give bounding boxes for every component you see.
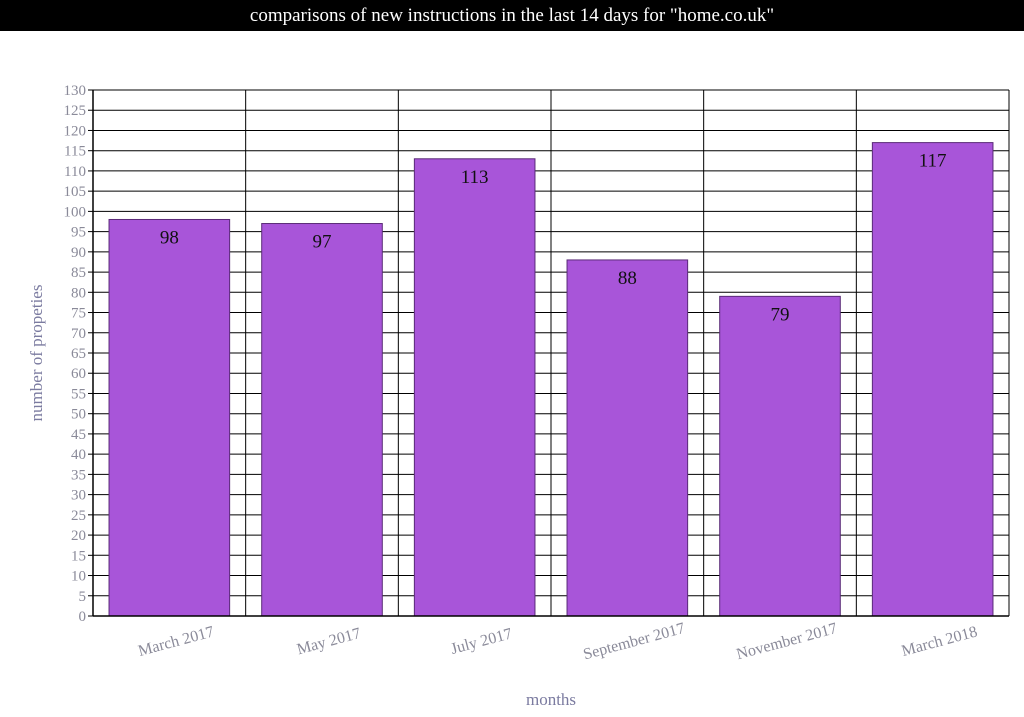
y-tick-label: 55 bbox=[71, 386, 86, 402]
data-label: 113 bbox=[461, 167, 489, 188]
x-tick-label: July 2017 bbox=[449, 625, 514, 658]
y-tick-label: 0 bbox=[79, 609, 87, 625]
x-tick-label: November 2017 bbox=[735, 620, 839, 663]
data-label: 97 bbox=[313, 232, 332, 253]
y-tick-label: 65 bbox=[71, 346, 86, 362]
data-label: 79 bbox=[771, 304, 790, 325]
y-tick-label: 130 bbox=[64, 83, 87, 99]
y-tick-label: 120 bbox=[64, 123, 87, 139]
y-axis-label: number of propeties bbox=[27, 285, 46, 422]
bars: 98 97 113 88 79 117 bbox=[108, 142, 994, 617]
y-tick-label: 10 bbox=[71, 569, 86, 585]
y-tick-label: 5 bbox=[79, 589, 87, 605]
axes: 0 5 10 15 20 25 30 35 40 45 50 55 60 65 70 75 80 85 90 95 10… bbox=[64, 83, 1009, 663]
x-axis-label: months bbox=[526, 690, 576, 709]
y-tick-label: 90 bbox=[71, 245, 86, 261]
y-tick-label: 40 bbox=[71, 447, 86, 463]
y-tick-label: 15 bbox=[71, 548, 86, 564]
x-tick-label: March 2017 bbox=[136, 623, 216, 660]
x-tick-label: March 2018 bbox=[900, 623, 980, 660]
data-label: 88 bbox=[618, 268, 637, 289]
bar-4 bbox=[566, 259, 689, 617]
y-tick-label: 80 bbox=[71, 285, 86, 301]
y-tick-label: 35 bbox=[71, 467, 86, 483]
bar-6 bbox=[871, 142, 994, 617]
y-tick-label: 125 bbox=[64, 103, 87, 119]
y-tick-label: 75 bbox=[71, 306, 86, 322]
y-tick-label: 50 bbox=[71, 407, 86, 423]
bar-2 bbox=[261, 223, 383, 617]
y-tick-label: 25 bbox=[71, 508, 86, 524]
x-tick-label: May 2017 bbox=[295, 625, 363, 658]
y-tick-label: 70 bbox=[71, 326, 86, 342]
y-tick-label: 60 bbox=[71, 366, 86, 382]
grid-lines bbox=[92, 89, 1010, 617]
x-tick-label: September 2017 bbox=[582, 620, 687, 663]
bar-3 bbox=[413, 158, 536, 617]
bar-1 bbox=[108, 218, 231, 617]
bar-5 bbox=[719, 295, 841, 617]
y-tick-label: 85 bbox=[71, 265, 86, 281]
y-tick-label: 100 bbox=[64, 204, 87, 220]
y-tick-label: 110 bbox=[64, 164, 86, 180]
data-label: 117 bbox=[919, 151, 947, 172]
y-tick-label: 30 bbox=[71, 488, 86, 504]
y-tick-label: 105 bbox=[64, 184, 87, 200]
y-tick-label: 115 bbox=[64, 144, 86, 160]
data-label: 98 bbox=[160, 227, 179, 248]
chart-title: comparisons of new instructions in the l… bbox=[0, 0, 1024, 31]
y-tick-label: 45 bbox=[71, 427, 86, 443]
y-tick-label: 95 bbox=[71, 225, 86, 241]
y-tick-label: 20 bbox=[71, 528, 86, 544]
